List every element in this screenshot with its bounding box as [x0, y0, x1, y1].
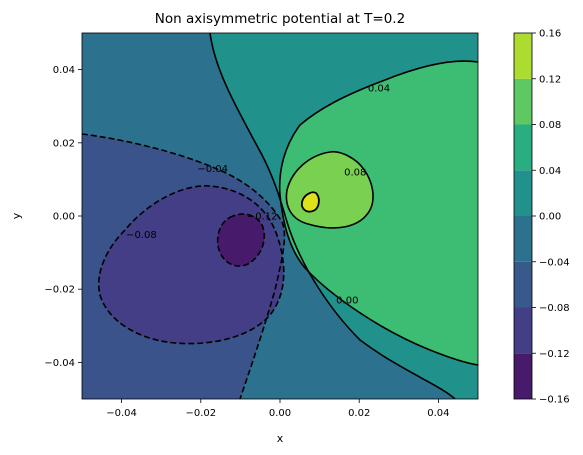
x-tick-label: −0.04 — [106, 408, 137, 419]
contour-label: −0.08 — [126, 230, 157, 241]
y-tick-label: 0.02 — [53, 138, 75, 149]
y-axis-ticks: −0.04 −0.02 0.00 0.02 0.04 — [44, 65, 82, 369]
colorbar-tick-label: 0.00 — [539, 212, 561, 223]
x-axis-label: x — [277, 432, 284, 445]
contour-labels: 0.04 0.08 0.00 −0.04 −0.12 −0.08 — [126, 83, 390, 306]
colorbar-segment — [514, 216, 532, 262]
contour-line-008 — [285, 150, 374, 229]
contour-label: −0.04 — [197, 164, 228, 175]
colorbar-segment — [514, 78, 532, 125]
contour-label: 0.08 — [344, 168, 366, 179]
colorbar-tick-label: 0.04 — [539, 166, 561, 177]
y-axis-label: y — [10, 212, 23, 219]
x-tick-label: −0.02 — [185, 408, 216, 419]
contour-line-neg012 — [216, 213, 266, 267]
contour-line-neg004 — [82, 133, 286, 399]
plot-area: 0.04 0.08 0.00 −0.04 −0.12 −0.08 — [82, 33, 478, 399]
contour-line-004 — [278, 60, 478, 366]
colorbar: −0.16 −0.12 −0.08 −0.04 0.00 0.04 0.08 0.12 0.16 — [513, 29, 570, 406]
colorbar-tick-label: −0.04 — [539, 257, 570, 268]
colorbar-segment — [514, 124, 532, 171]
contour-label: −0.12 — [247, 212, 278, 223]
contour-label: 0.00 — [336, 296, 358, 307]
contour-band-004-008 — [279, 61, 478, 366]
x-tick-label: 0.04 — [427, 408, 449, 419]
colorbar-tick-label: −0.16 — [539, 395, 570, 406]
colorbar-segment — [514, 353, 532, 399]
colorbar-tick-label: 0.16 — [539, 29, 561, 40]
x-tick-label: 0.00 — [269, 408, 291, 419]
colorbar-tick-label: −0.12 — [539, 349, 570, 360]
x-axis-ticks: −0.04 −0.02 0.00 0.02 0.04 — [106, 399, 450, 419]
x-tick-label: 0.02 — [348, 408, 370, 419]
colorbar-segment — [514, 170, 532, 216]
contour-label: 0.04 — [368, 83, 390, 94]
y-tick-label: −0.02 — [44, 285, 75, 296]
colorbar-tick-label: 0.12 — [539, 74, 561, 85]
chart-title: Non axisymmetric potential at T=0.2 — [155, 11, 405, 27]
colorbar-segment — [514, 261, 532, 308]
contour-line-012 — [300, 191, 320, 213]
colorbar-segment — [514, 33, 532, 79]
contour-band-012-016 — [301, 192, 319, 212]
contour-line-neg008 — [98, 185, 285, 345]
contour-band-neg016-neg012 — [217, 214, 265, 266]
y-tick-label: 0.00 — [53, 212, 75, 223]
colorbar-tick-label: −0.08 — [539, 303, 570, 314]
contour-line-0 — [209, 33, 456, 399]
y-tick-label: −0.04 — [44, 358, 75, 369]
y-tick-label: 0.04 — [53, 65, 75, 76]
colorbar-segment — [514, 307, 532, 354]
colorbar-tick-label: 0.08 — [539, 120, 561, 131]
